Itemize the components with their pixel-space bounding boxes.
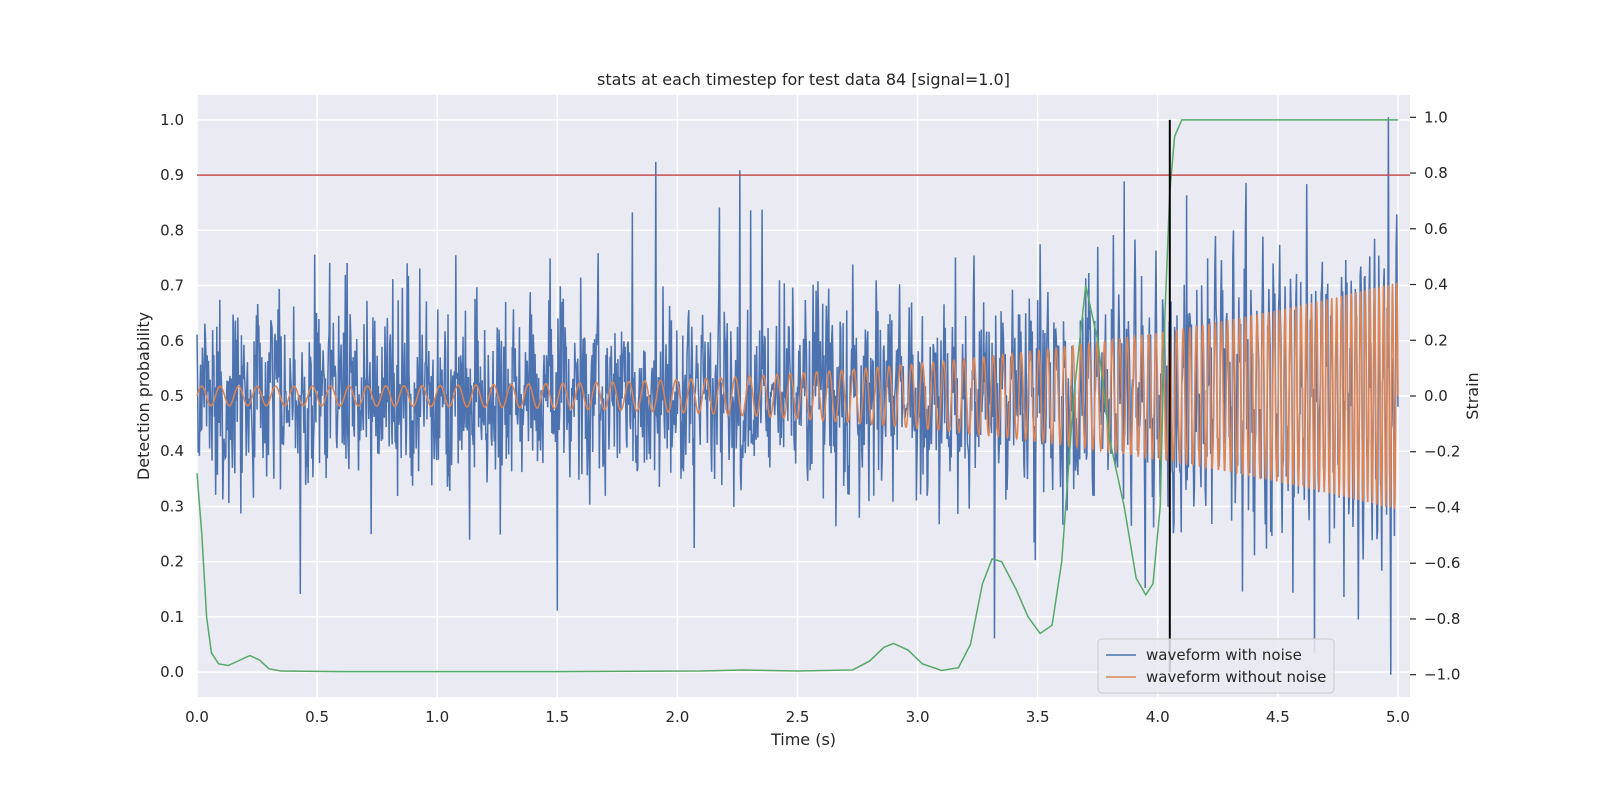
- y-right-tick-label: 0.4: [1424, 276, 1448, 294]
- legend-label-waveform-without-noise: waveform without noise: [1146, 668, 1326, 686]
- y-left-tick-label: 0.7: [160, 277, 184, 295]
- y-left-tick-label: 0.6: [160, 332, 184, 350]
- y-right-tick-label: −0.8: [1424, 610, 1460, 628]
- y-left-tick-label: 0.0: [160, 663, 184, 681]
- x-tick-label: 0.5: [305, 708, 329, 726]
- y-axis-right-title: Strain: [1463, 372, 1482, 419]
- x-tick-label: 1.5: [545, 708, 569, 726]
- x-axis-title: Time (s): [770, 730, 836, 749]
- y-right-tick-label: 0.8: [1424, 164, 1448, 182]
- y-left-tick-label: 0.2: [160, 553, 184, 571]
- y-right-tick-label: −0.2: [1424, 443, 1460, 461]
- x-tick-label: 2.0: [665, 708, 689, 726]
- x-tick-label: 4.0: [1146, 708, 1170, 726]
- y-right-tick-label: 1.0: [1424, 108, 1448, 126]
- legend-label-waveform-with-noise: waveform with noise: [1146, 646, 1302, 664]
- legend: waveform with noise waveform without noi…: [1097, 638, 1335, 694]
- chart-title: stats at each timestep for test data 84 …: [597, 70, 1010, 89]
- x-tick-label: 4.5: [1266, 708, 1290, 726]
- y-left-tick-label: 1.0: [160, 111, 184, 129]
- y-right-tick-label: 0.0: [1424, 387, 1448, 405]
- x-tick-label: 5.0: [1386, 708, 1410, 726]
- y-left-tick-label: 0.4: [160, 442, 184, 460]
- series-line-detection-probability: [196, 119, 1398, 673]
- y-right-tick-label: 0.6: [1424, 220, 1448, 238]
- series-line-waveform-without-noise: [196, 282, 1399, 509]
- x-tick-label: 3.0: [906, 708, 930, 726]
- y-left-tick-label: 0.3: [160, 497, 184, 515]
- x-tick-label: 1.0: [425, 708, 449, 726]
- x-tick-label: 0.0: [185, 708, 209, 726]
- x-tick-label: 2.5: [786, 708, 810, 726]
- y-left-tick-label: 0.8: [160, 221, 184, 239]
- y-left-tick-label: 0.9: [160, 166, 184, 184]
- y-right-tick-label: −0.4: [1424, 498, 1460, 516]
- y-axis-left-title: Detection probability: [134, 312, 153, 480]
- data-layer: [196, 117, 1410, 675]
- axis-ticks: 0.0 0.5 1.0 1.5 2.0 2.5 3.0 3.5 4.0 4.5 5.0 0.0 0.1 0…: [160, 108, 1460, 726]
- x-tick-label: 3.5: [1026, 708, 1050, 726]
- y-left-tick-label: 0.5: [160, 387, 184, 405]
- y-right-tick-label: −1.0: [1424, 666, 1460, 684]
- legend-box: [1097, 638, 1335, 694]
- y-right-tick-label: −0.6: [1424, 554, 1460, 572]
- y-left-tick-label: 0.1: [160, 608, 184, 626]
- y-right-tick-label: 0.2: [1424, 331, 1448, 349]
